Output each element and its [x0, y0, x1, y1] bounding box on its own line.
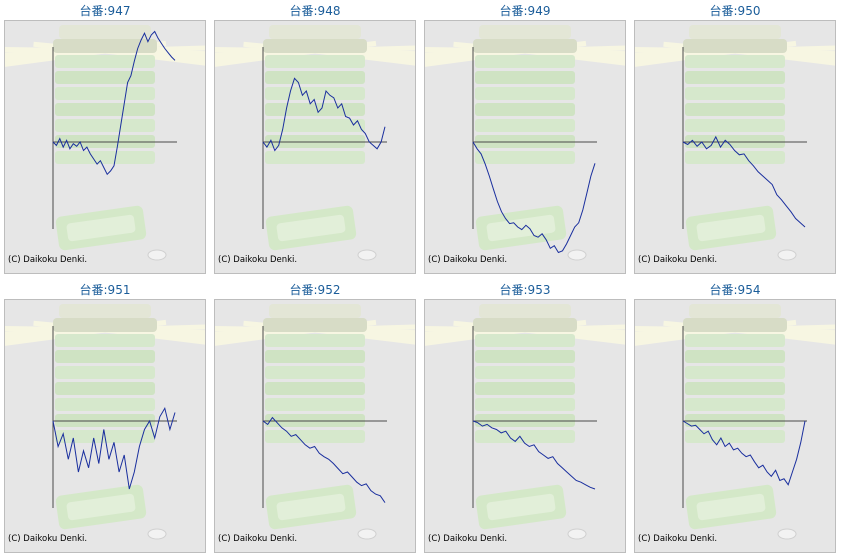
chart-title: 台番:949	[499, 4, 551, 18]
chart-panel: (C) Daikoku Denki.	[634, 299, 836, 553]
line-chart	[5, 25, 205, 261]
copyright-text: (C) Daikoku Denki.	[428, 255, 508, 265]
copyright-text: (C) Daikoku Denki.	[638, 255, 718, 265]
line-chart	[635, 304, 835, 540]
line-chart	[215, 304, 415, 540]
chart-title: 台番:947	[79, 4, 131, 18]
line-chart	[425, 304, 625, 540]
watermark-graphic	[215, 25, 415, 261]
chart-title: 台番:953	[499, 283, 551, 297]
chart-panel: (C) Daikoku Denki.	[634, 20, 836, 274]
chart-cell: 台番:947 (C) Daikoku Denki.	[0, 0, 210, 279]
copyright-text: (C) Daikoku Denki.	[218, 534, 298, 544]
line-chart	[635, 25, 835, 261]
copyright-text: (C) Daikoku Denki.	[8, 255, 88, 265]
series-line	[262, 416, 386, 503]
watermark-graphic	[215, 304, 415, 540]
chart-cell: 台番:954 (C) Daikoku Denki.	[630, 279, 840, 558]
chart-title: 台番:951	[79, 283, 131, 297]
watermark-graphic	[425, 25, 625, 261]
series-line	[472, 141, 596, 254]
series-line	[52, 406, 176, 490]
chart-cell: 台番:949 (C) Daikoku Denki.	[420, 0, 630, 279]
copyright-text: (C) Daikoku Denki.	[428, 534, 508, 544]
copyright-text: (C) Daikoku Denki.	[218, 255, 298, 265]
line-chart	[425, 25, 625, 261]
watermark-graphic	[425, 304, 625, 540]
series-line	[52, 30, 176, 176]
chart-cell: 台番:953 (C) Daikoku Denki.	[420, 279, 630, 558]
line-chart	[215, 25, 415, 261]
watermark-graphic	[635, 25, 835, 261]
chart-cell: 台番:952 (C) Daikoku Denki.	[210, 279, 420, 558]
chart-panel: (C) Daikoku Denki.	[214, 20, 416, 274]
watermark-graphic	[5, 304, 205, 540]
chart-panel: (C) Daikoku Denki.	[4, 299, 206, 553]
watermark-graphic	[635, 304, 835, 540]
watermark-graphic	[5, 25, 205, 261]
chart-panel: (C) Daikoku Denki.	[4, 20, 206, 274]
copyright-text: (C) Daikoku Denki.	[638, 534, 718, 544]
series-line	[682, 135, 806, 228]
chart-cell: 台番:948 (C) Daikoku Denki.	[210, 0, 420, 279]
chart-panel: (C) Daikoku Denki.	[214, 299, 416, 553]
line-chart	[5, 304, 205, 540]
copyright-text: (C) Daikoku Denki.	[8, 534, 88, 544]
series-line	[682, 420, 806, 486]
series-line	[472, 420, 596, 490]
chart-title: 台番:948	[289, 4, 341, 18]
chart-title: 台番:954	[709, 283, 761, 297]
chart-title: 台番:952	[289, 283, 341, 297]
chart-cell: 台番:950 (C) Daikoku Denki.	[630, 0, 840, 279]
chart-panel: (C) Daikoku Denki.	[424, 299, 626, 553]
series-line	[262, 77, 386, 152]
chart-title: 台番:950	[709, 4, 761, 18]
chart-panel: (C) Daikoku Denki.	[424, 20, 626, 274]
chart-cell: 台番:951 (C) Daikoku Denki.	[0, 279, 210, 558]
